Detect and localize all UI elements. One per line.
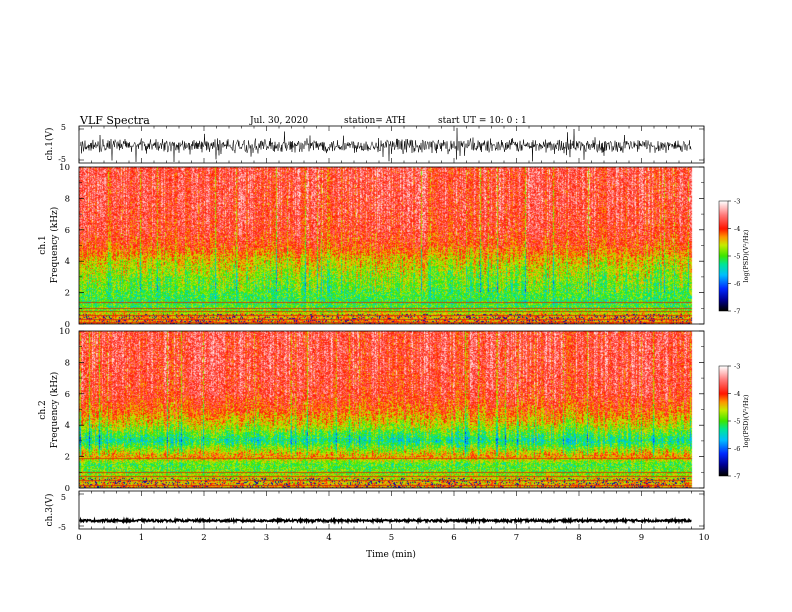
ch2-colorbar-ticks: -3 -4 -5 -6 -7 [728, 363, 740, 481]
time-tick-label: 0 [76, 533, 81, 543]
freq-tick-label: 8 [65, 358, 70, 368]
ch1-ytick-top: 5 [61, 123, 66, 132]
freq-tick-label: 4 [65, 421, 70, 431]
ch1-spectrogram-image [79, 167, 704, 324]
ch1-waveform-ticks [78, 126, 705, 163]
ch1-ytick-bottom: -5 [58, 155, 66, 164]
time-tick-label: 8 [576, 533, 581, 543]
colorbar-tick-label: -7 [734, 308, 740, 316]
time-tick-label: 5 [389, 533, 394, 543]
colorbar-tick-label: -4 [734, 225, 740, 233]
freq-tick-label: 0 [65, 484, 70, 494]
colorbar-tick-label: -3 [734, 363, 740, 371]
ch2-spectrogram-image [79, 331, 704, 488]
colorbar-tick-label: -7 [734, 473, 740, 481]
time-tick-label: 3 [264, 533, 269, 543]
ch1-colorbar-label: log(PSD)(V²/Hz) [742, 229, 750, 282]
freq-tick-label: 8 [65, 194, 70, 204]
ch1-colorbar-gradient [719, 201, 728, 311]
colorbar-tick-label: -6 [734, 280, 740, 288]
ch3-ytick-top: 5 [61, 493, 66, 502]
ch3-ytick-bottom: -5 [58, 523, 66, 532]
ch1-colorbar-ticks: -3 -4 -5 -6 -7 [728, 198, 740, 316]
station-label: station= ATH [344, 116, 406, 126]
freq-tick-label: 2 [65, 289, 70, 299]
time-axis-ticks: 0 1 2 3 4 5 6 7 8 9 10 [76, 491, 709, 543]
ch3-waveform-line [79, 516, 692, 525]
freq-tick-label: 4 [65, 257, 70, 267]
ch2-frequency-ticks: 0 2 4 6 8 10 [59, 327, 704, 494]
ch1-colorbar: -3 -4 -5 -6 -7 log(PSD)(V²/Hz) [718, 198, 750, 316]
time-tick-label: 6 [451, 533, 456, 543]
ch3-waveform-ylabel: ch.3(V) [44, 494, 55, 527]
ch1-frequency-ticks: 0 2 4 6 8 10 [59, 163, 704, 330]
time-tick-label: 7 [514, 533, 519, 543]
freq-tick-label: 6 [65, 390, 70, 400]
ch1-waveform-panel: 5 -5 ch.1(V) [44, 123, 705, 164]
colorbar-tick-label: -6 [734, 445, 740, 453]
time-tick-label: 1 [139, 533, 144, 543]
ch1-spectrogram-panel: 0 2 4 6 8 10 ch.1 Frequency (kHz) [38, 163, 705, 330]
ch1-waveform-ylabel: ch.1(V) [44, 128, 55, 161]
colorbar-tick-label: -5 [734, 253, 740, 261]
freq-tick-label: 0 [65, 320, 70, 330]
ch1-spectrogram-channel-label: ch.1 [38, 235, 48, 254]
ch1-frequency-axis-label: Frequency (kHz) [49, 207, 60, 284]
ch1-waveform-line [79, 127, 692, 162]
date-label: Jul. 30, 2020 [249, 116, 308, 126]
time-tick-label: 2 [201, 533, 206, 543]
figure-title: VLF Spectra [79, 114, 150, 127]
colorbar-tick-label: -3 [734, 198, 740, 206]
ch2-spectrogram-channel-label: ch.2 [38, 400, 48, 419]
ch3-waveform-frame [78, 490, 705, 530]
ch2-frequency-axis-label: Frequency (kHz) [49, 372, 60, 449]
ch2-colorbar-gradient [719, 366, 728, 476]
ch3-waveform-panel: 5 -5 ch.3(V) 0 1 2 3 4 5 6 7 8 9 10 Time (min) [44, 490, 709, 560]
waveform-trace [79, 516, 692, 525]
freq-tick-label: 6 [65, 226, 70, 236]
time-axis-label: Time (min) [366, 549, 416, 560]
colorbar-tick-label: -4 [734, 390, 740, 398]
time-tick-label: 9 [639, 533, 644, 543]
ch2-colorbar: -3 -4 -5 -6 -7 log(PSD)(V²/Hz) [718, 363, 750, 481]
freq-tick-label: 2 [65, 453, 70, 463]
time-tick-label: 4 [326, 533, 331, 543]
start-ut-label: start UT = 10: 0 : 1 [438, 116, 527, 126]
waveform-trace [79, 127, 692, 162]
ch2-colorbar-label: log(PSD)(V²/Hz) [742, 394, 750, 447]
colorbar-tick-label: -5 [734, 418, 740, 426]
freq-tick-label: 10 [59, 327, 70, 337]
freq-tick-label: 10 [59, 163, 70, 173]
ch2-spectrogram-panel: 0 2 4 6 8 10 ch.2 Frequency (kHz) [38, 327, 705, 494]
time-tick-label: 10 [699, 533, 710, 543]
